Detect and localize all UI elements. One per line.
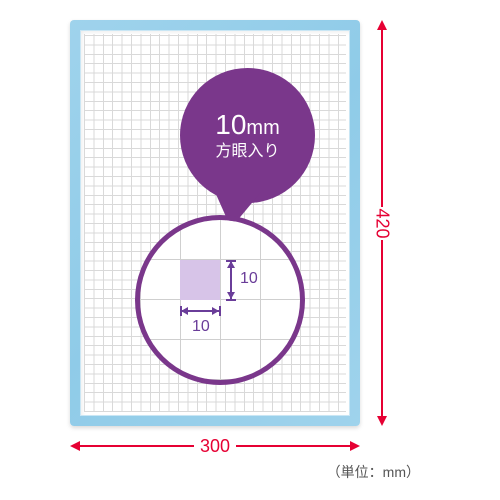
- dimension-line: [381, 30, 383, 207]
- dimension-height: 420: [370, 20, 394, 426]
- callout-unit: mm: [246, 117, 279, 139]
- dimension-height-label: 420: [366, 208, 399, 238]
- dimension-line: [80, 445, 194, 447]
- dimension-width: 300: [70, 434, 360, 458]
- dimension-width-label: 300: [194, 436, 236, 457]
- magnifier-ring-icon: [135, 215, 305, 385]
- arrowhead-down-icon: [377, 416, 387, 426]
- figure-stage: 300 420 （単位：mm） 10mm 方眼入り: [70, 20, 430, 480]
- callout-bubble: 10mm 方眼入り: [180, 68, 315, 203]
- callout-line1: 10mm: [215, 109, 279, 141]
- dimension-line: [381, 240, 383, 417]
- magnifier: 10 10: [135, 215, 305, 385]
- unit-note: （単位：mm）: [327, 462, 420, 482]
- arrowhead-right-icon: [350, 441, 360, 451]
- callout-number: 10: [215, 109, 246, 140]
- callout-line2: 方眼入り: [215, 143, 279, 161]
- arrowhead-left-icon: [70, 441, 80, 451]
- arrowhead-up-icon: [377, 20, 387, 30]
- dimension-line: [236, 445, 350, 447]
